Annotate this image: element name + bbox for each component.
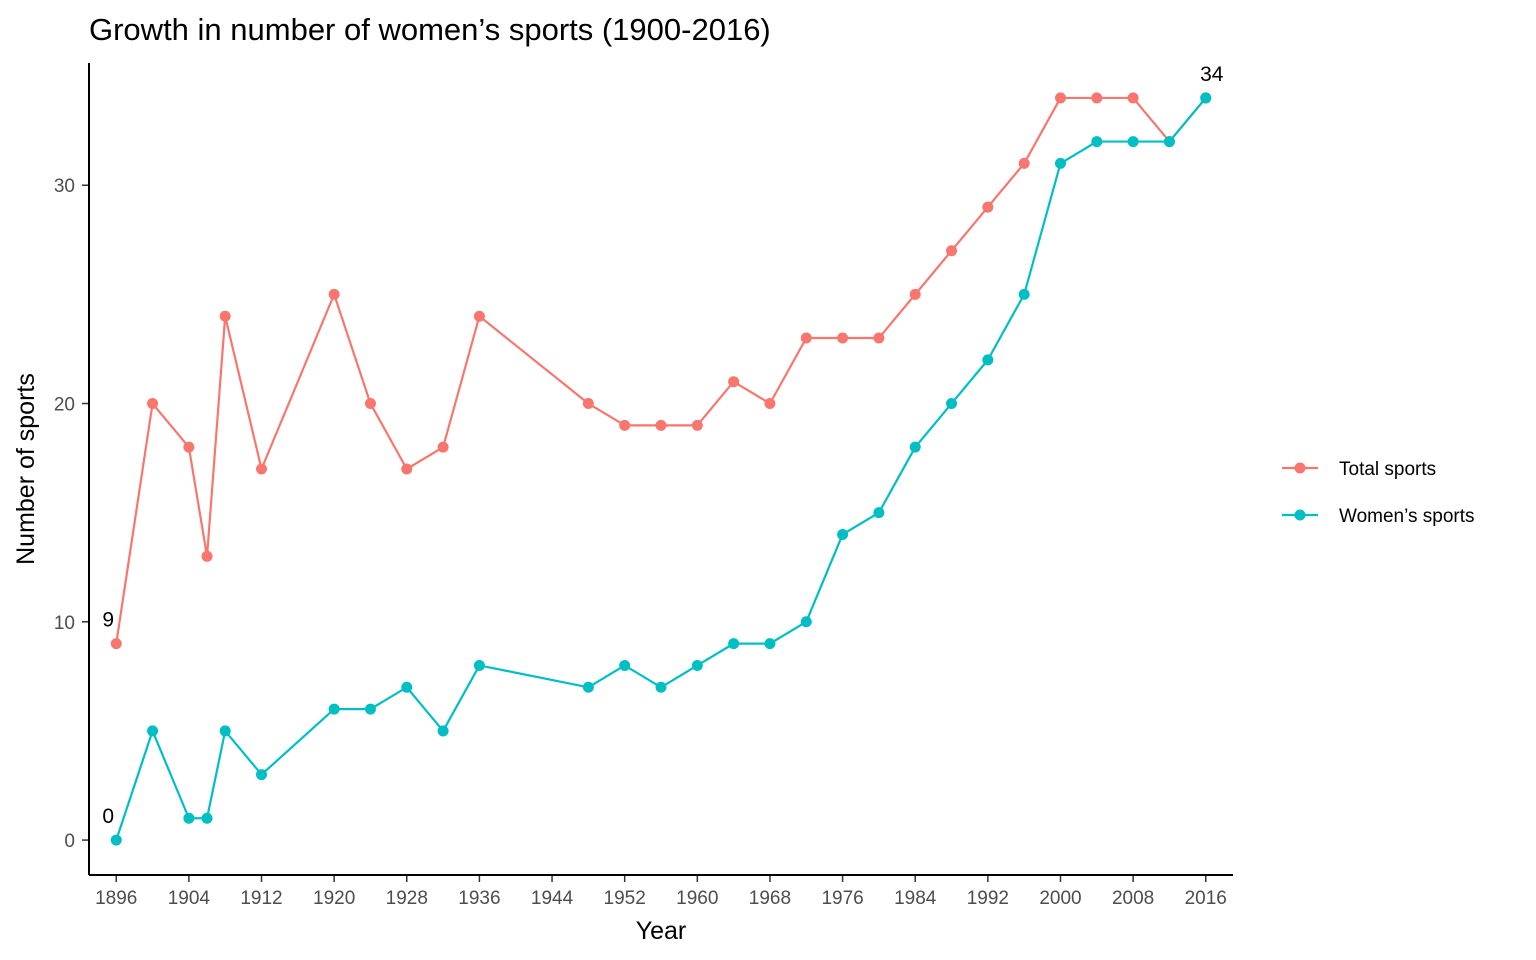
- data-point: [619, 659, 631, 671]
- data-point: [1018, 288, 1030, 300]
- y-tick-label: 30: [54, 176, 75, 197]
- x-tick-label: 1936: [458, 888, 500, 909]
- series-line: [115, 97, 1207, 841]
- x-tick-label: 1976: [821, 888, 863, 909]
- data-point: [1163, 136, 1175, 148]
- data-point: [946, 245, 958, 257]
- x-tick-label: 2016: [1185, 888, 1227, 909]
- data-point: [728, 638, 740, 650]
- chart-title: Growth in number of women’s sports (1900…: [89, 12, 771, 47]
- data-point: [183, 812, 195, 824]
- annotation-layer: 9 0 34: [102, 63, 1223, 828]
- data-point: [946, 398, 958, 410]
- data-label: 0: [102, 805, 114, 828]
- x-tick-label: 2000: [1039, 888, 1081, 909]
- data-point: [1127, 136, 1139, 148]
- x-tick-label: 1920: [313, 888, 355, 909]
- legend-item: Total sports: [1282, 459, 1436, 480]
- data-point: [328, 703, 340, 715]
- data-label: 34: [1200, 63, 1224, 86]
- legend-label: Women’s sports: [1339, 506, 1475, 527]
- series-line: [115, 96, 1207, 644]
- x-tick-label: 1904: [168, 888, 211, 909]
- x-tick-label: 1960: [676, 888, 718, 909]
- data-point: [219, 310, 231, 322]
- data-point: [764, 638, 776, 650]
- legend-label: Total sports: [1339, 459, 1436, 480]
- data-point: [110, 638, 122, 650]
- series-layer: [110, 92, 1212, 846]
- data-point: [691, 419, 703, 431]
- data-point: [401, 463, 413, 475]
- data-point: [1200, 92, 1212, 104]
- data-point: [873, 507, 885, 519]
- data-point: [800, 332, 812, 344]
- data-point: [147, 725, 159, 737]
- data-point: [800, 616, 812, 628]
- data-point: [328, 288, 340, 300]
- series-0: [110, 92, 1212, 650]
- data-point: [1054, 92, 1066, 104]
- y-axis-ticks: 0 10 20 30: [54, 176, 89, 852]
- x-tick-label: 1944: [531, 888, 574, 909]
- data-point: [655, 681, 667, 693]
- data-point: [219, 725, 231, 737]
- data-point: [655, 419, 667, 431]
- y-tick-label: 0: [64, 831, 75, 852]
- data-point: [982, 354, 994, 366]
- x-tick-label: 1928: [386, 888, 428, 909]
- data-point: [1091, 136, 1103, 148]
- y-tick-label: 20: [54, 395, 75, 416]
- data-point: [473, 310, 485, 322]
- data-point: [764, 398, 776, 410]
- legend-swatch-point: [1294, 462, 1306, 474]
- data-point: [982, 201, 994, 213]
- data-point: [437, 441, 449, 453]
- data-point: [401, 681, 413, 693]
- data-point: [183, 441, 195, 453]
- x-tick-label: 1912: [240, 888, 282, 909]
- data-point: [256, 463, 268, 475]
- data-point: [728, 376, 740, 388]
- data-point: [837, 332, 849, 344]
- x-tick-label: 1896: [95, 888, 137, 909]
- data-point: [147, 398, 159, 410]
- data-point: [110, 834, 122, 846]
- x-tick-label: 1984: [894, 888, 937, 909]
- data-point: [364, 703, 376, 715]
- data-point: [1127, 92, 1139, 104]
- data-point: [364, 398, 376, 410]
- x-axis-ticks: 1896 1904 1912 1920 1928 1936 1944 1952 1960 1968…: [95, 875, 1227, 909]
- data-point: [582, 398, 594, 410]
- data-point: [201, 550, 213, 562]
- legend-item: Women’s sports: [1282, 506, 1475, 527]
- data-point: [909, 288, 921, 300]
- data-point: [619, 419, 631, 431]
- x-axis-title: Year: [636, 917, 687, 945]
- y-tick-label: 10: [54, 613, 75, 634]
- data-point: [691, 659, 703, 671]
- plot-area: 1896 1904 1912 1920 1928 1936 1944 1952 1960 1968…: [54, 63, 1233, 909]
- data-point: [437, 725, 449, 737]
- data-label: 9: [102, 609, 114, 632]
- legend-swatch-point: [1294, 509, 1306, 521]
- data-point: [873, 332, 885, 344]
- data-point: [582, 681, 594, 693]
- y-axis-title: Number of sports: [12, 373, 40, 565]
- data-point: [1054, 157, 1066, 169]
- series-1: [110, 92, 1212, 846]
- legend: Total sports Women’s sports: [1282, 459, 1475, 527]
- data-point: [201, 812, 213, 824]
- data-point: [837, 528, 849, 540]
- data-point: [1091, 92, 1103, 104]
- data-point: [473, 659, 485, 671]
- data-point: [1018, 157, 1030, 169]
- x-tick-label: 1968: [749, 888, 791, 909]
- x-tick-label: 2008: [1112, 888, 1154, 909]
- x-tick-label: 1952: [604, 888, 646, 909]
- data-point: [256, 769, 268, 781]
- data-point: [909, 441, 921, 453]
- x-tick-label: 1992: [967, 888, 1009, 909]
